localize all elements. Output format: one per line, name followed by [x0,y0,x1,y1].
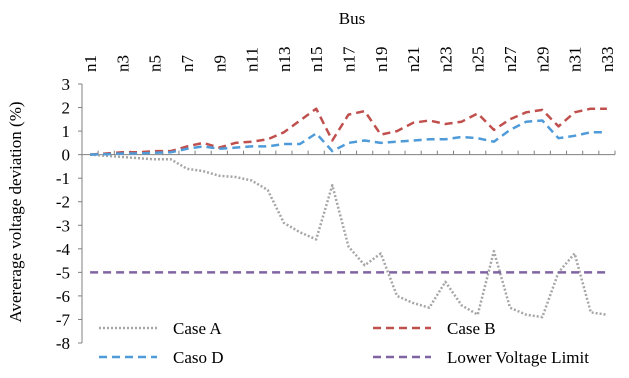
x-tick-label: n15 [307,47,326,73]
y-tick-label: -3 [56,216,70,235]
x-tick-label: n23 [436,47,455,73]
series-line-case-b [90,107,607,156]
x-tick-label: n31 [566,47,585,73]
y-tick-label: 2 [62,99,71,118]
legend-item-case-a: Case A [99,319,222,338]
y-tick-label: -8 [56,334,70,353]
series-line-case-a [90,153,608,319]
x-tick-label: n29 [533,47,552,73]
legend-item-lower-voltage-limit: Lower Voltage Limit [373,348,589,367]
y-axis-title: Avererage voltage deviation (%) [6,101,25,322]
x-axis-title: Bus [339,9,365,28]
plot-area: 3 2 1 0 -1 -2 -3 -4 -5 -6 -7 -8 n1 n3 n5 n7 n9 n11 n13 n15 n… [56,46,617,353]
x-tick-label: n21 [404,47,423,73]
x-tick-label: n17 [340,46,359,72]
x-tick-label: n3 [113,55,132,72]
y-tick-label: 1 [62,122,71,141]
legend-item-caso-d: Caso D [99,348,224,367]
legend: Case A Case B Caso D Lower Voltage Limit [99,319,589,367]
legend-item-case-b: Case B [373,319,496,338]
legend-label: Case A [173,319,222,338]
x-tick-label: n19 [372,47,391,73]
y-tick-label: -7 [56,310,71,329]
series-line-caso-d [90,119,607,156]
y-tick-label: 0 [62,146,71,165]
y-tick-label: -2 [56,193,70,212]
x-tick-label: n7 [178,55,197,73]
x-tick-label: n33 [598,47,617,73]
legend-label: Caso D [173,348,224,367]
y-tick-label: 3 [62,75,71,94]
legend-label: Lower Voltage Limit [447,348,589,367]
x-tick-label: n27 [501,46,520,72]
x-tick-label: n13 [275,47,294,73]
legend-label: Case B [447,319,496,338]
x-tick-label: n5 [146,55,165,72]
y-tick-label: -5 [56,263,70,282]
y-tick-label: -6 [56,287,70,306]
x-tick-label: n11 [243,47,262,72]
y-tick-label: -1 [56,169,70,188]
x-tick-label: n25 [469,47,488,73]
x-tick-label: n1 [81,55,100,72]
x-tick-label: n9 [210,55,229,72]
y-tick-label: -4 [56,240,71,259]
